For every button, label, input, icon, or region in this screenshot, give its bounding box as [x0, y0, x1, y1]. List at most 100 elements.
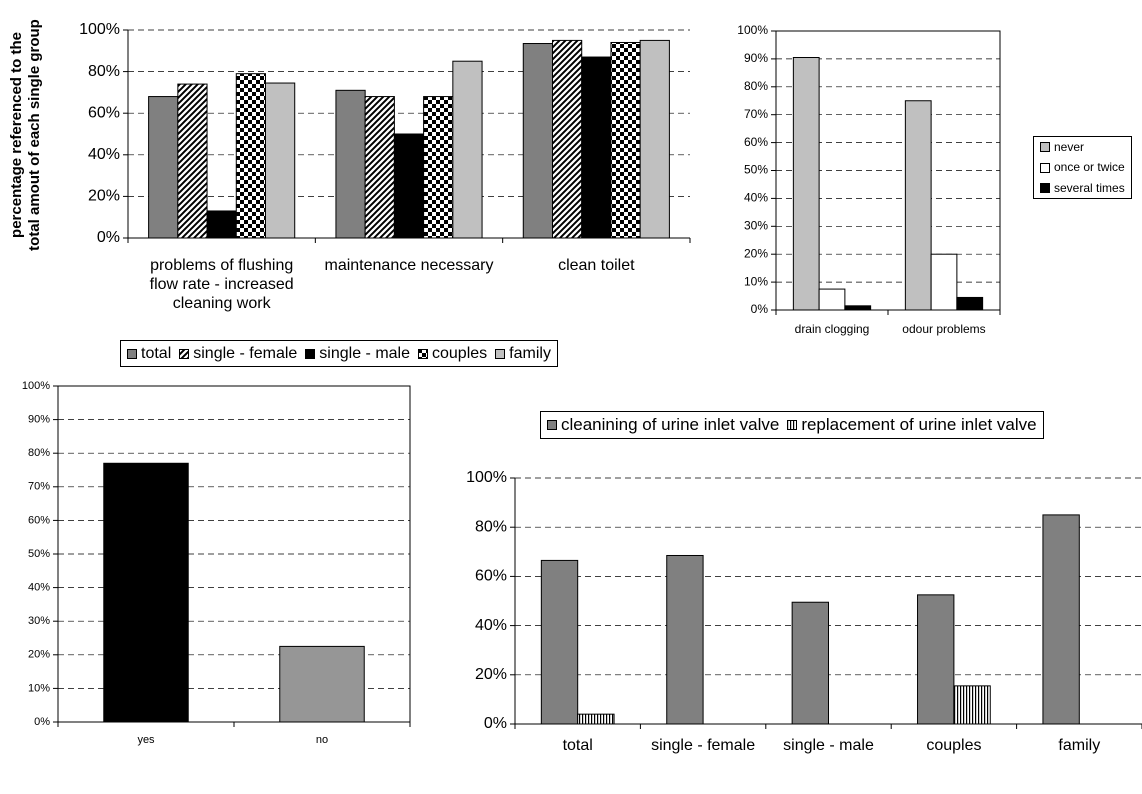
legend-item: never [1040, 140, 1125, 154]
y-tick-label: 40% [475, 617, 507, 634]
legend-swatch-box [1040, 142, 1050, 153]
x-tick-label: no [315, 734, 329, 746]
bar [818, 288, 846, 311]
y-tick-label: 100% [79, 21, 120, 38]
y-tick-label: 40% [744, 191, 768, 205]
legend-item: single - female [179, 344, 297, 363]
y-tick-label: 70% [28, 481, 50, 493]
legend-item: total [127, 344, 171, 363]
bar [791, 601, 829, 725]
bar [1042, 514, 1080, 725]
legend-label: once or twice [1054, 160, 1125, 175]
legend-swatch [1040, 182, 1050, 193]
y-tick-label: 90% [28, 414, 50, 426]
bar [522, 43, 553, 239]
bar [452, 60, 483, 239]
legend: total single - female single - male couples… [120, 340, 558, 368]
legend-item: cleanining of urine inlet valve [547, 415, 779, 435]
legend: never once or twice several times [1033, 136, 1132, 200]
y-tick-label: 100% [466, 469, 507, 486]
y-tick-label: 30% [28, 615, 50, 627]
y-tick-label: 40% [88, 146, 120, 163]
bar [953, 685, 991, 725]
y-tick-label: 0% [751, 302, 769, 316]
y-tick-label: 100% [22, 380, 50, 392]
legend-swatch [305, 348, 316, 359]
bar [610, 41, 641, 239]
y-tick-label: 30% [744, 218, 768, 232]
legend-label: never [1054, 140, 1085, 154]
legend-label: total [141, 345, 172, 362]
y-tick-label: 60% [475, 568, 507, 585]
legend-item: couples [418, 344, 487, 363]
bar [581, 56, 612, 239]
legend-swatch-box [305, 348, 316, 359]
y-tick-label: 50% [744, 163, 768, 177]
legend-item: replacement of urine inlet valve [787, 415, 1037, 435]
legend-swatch [1040, 162, 1050, 173]
y-tick-label: 90% [744, 51, 768, 65]
bar [265, 82, 296, 239]
y-tick-label: 80% [744, 79, 768, 93]
bar [235, 73, 267, 239]
bar [551, 39, 583, 239]
legend-swatch-box [127, 348, 137, 359]
x-tick-label: couples [926, 737, 982, 754]
legend-label: single - male [319, 345, 410, 362]
x-tick-label: single - female [651, 737, 756, 754]
y-axis-title: percentage referenced to the total amout… [8, 19, 43, 251]
y-tick-label: 10% [28, 682, 50, 694]
bar [666, 554, 704, 725]
y-tick-label: 60% [744, 135, 768, 149]
y-tick-label: 80% [88, 63, 120, 80]
legend-label: replacement of urine inlet valve [801, 415, 1037, 434]
legend-item: single - male [305, 344, 410, 363]
legend-swatch [418, 348, 428, 359]
legend-swatch-box [418, 348, 428, 359]
y-tick-label: 20% [475, 666, 507, 683]
bar [393, 133, 425, 239]
legend-swatch [179, 348, 190, 359]
y-tick-label: 70% [744, 107, 768, 121]
legend-item: family [495, 344, 551, 363]
legend-swatch [1040, 142, 1050, 153]
bar [423, 96, 454, 239]
bar [364, 96, 395, 239]
bar [540, 559, 579, 725]
bar [917, 594, 955, 725]
x-tick-label: problems of flushing flow rate - increas… [149, 257, 294, 313]
y-tick-label: 60% [88, 104, 120, 121]
bar [792, 57, 820, 311]
bar [103, 462, 189, 723]
y-tick-label: 80% [475, 518, 507, 535]
y-tick-label: 60% [28, 514, 50, 526]
legend-label: several times [1054, 180, 1125, 195]
legend-label: cleanining of urine inlet valve [561, 415, 780, 434]
legend-label: single - female [193, 345, 298, 362]
x-tick-label: odour problems [902, 322, 986, 336]
legend-swatch-box [179, 348, 190, 359]
bar [148, 96, 179, 239]
legend-swatch-box [1040, 182, 1050, 193]
legend-swatch [495, 348, 506, 359]
y-tick-label: 50% [28, 548, 50, 560]
legend-swatch-box [787, 420, 798, 431]
y-tick-label: 10% [744, 274, 768, 288]
y-tick-label: 40% [28, 582, 50, 594]
x-tick-label: family [1058, 737, 1101, 754]
legend-swatch-box [1040, 162, 1050, 173]
bar [577, 713, 615, 725]
legend-swatch [547, 420, 557, 431]
y-tick-label: 100% [737, 23, 768, 37]
bar [956, 296, 984, 311]
legend-swatch-box [495, 348, 506, 359]
legend-swatch [787, 420, 798, 431]
y-tick-label: 20% [744, 246, 768, 260]
x-tick-label: single - male [783, 737, 874, 754]
legend-label: couples [432, 345, 488, 362]
bar [206, 210, 237, 239]
x-tick-label: total [562, 737, 593, 754]
y-tick-label: 20% [28, 649, 50, 661]
